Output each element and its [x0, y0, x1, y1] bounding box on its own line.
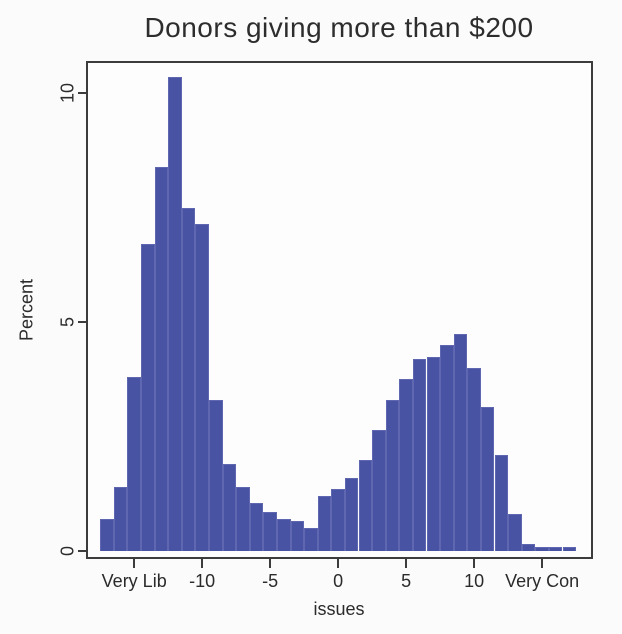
- histogram-bar-x-10: [195, 223, 209, 551]
- histogram-bar-x-8: [222, 464, 237, 552]
- histogram-bar-x-9: [209, 400, 223, 552]
- y-tick-10: [78, 92, 86, 95]
- histogram-bar-x-7: [236, 487, 250, 552]
- histogram-bar-x-17: [100, 519, 114, 551]
- x-tick-10: [473, 559, 476, 568]
- histogram-bar-x12: [494, 454, 509, 551]
- x-tick-5: [405, 559, 408, 568]
- histogram-bar-x2: [358, 459, 373, 552]
- histogram-bar-x13: [508, 514, 522, 551]
- histogram-bar-x-14: [141, 244, 155, 551]
- y-tick-label-10: 10: [57, 83, 78, 104]
- x-tick-label-very-con: Very Con: [505, 571, 580, 591]
- x-tick-very-lib: [133, 559, 136, 568]
- x-tick-label-10: 10: [464, 571, 485, 591]
- histogram-bar-x-2: [304, 528, 318, 552]
- histogram-bar-x6: [412, 358, 427, 552]
- histogram-bar-x5: [399, 379, 413, 552]
- histogram-bar-x-4: [277, 519, 291, 551]
- histogram-bar-x-12: [168, 77, 182, 552]
- x-tick-label-0: 0: [333, 571, 344, 591]
- x-tick-very-con: [541, 559, 544, 568]
- x-tick-label-5: -5: [262, 571, 279, 591]
- histogram-bar-x9: [453, 333, 468, 552]
- y-axis-title: Percent: [16, 278, 37, 342]
- histogram-bar-x-13: [154, 166, 169, 552]
- histogram-bar-x0: [331, 489, 345, 551]
- histogram-bar-x-15: [127, 377, 141, 552]
- histogram-bar-x-3: [290, 521, 305, 552]
- histogram-bar-x-16: [113, 487, 128, 552]
- histogram-bar-x1: [344, 477, 359, 552]
- chart-title: Donors giving more than $200: [144, 12, 534, 43]
- histogram-bar-x4: [385, 400, 400, 552]
- x-tick-10: [201, 559, 204, 568]
- histogram-bar-x11: [480, 406, 495, 551]
- x-tick-label-5: 5: [401, 571, 412, 591]
- y-tick-label-5: 5: [57, 317, 78, 328]
- histogram-bar-x10: [467, 367, 481, 551]
- x-tick-label-10: -10: [189, 571, 216, 591]
- x-tick-0: [337, 559, 340, 568]
- histogram-bar-x3: [372, 429, 386, 551]
- histogram-bar-x14: [521, 544, 536, 552]
- y-tick-label-0: 0: [57, 545, 78, 557]
- histogram-bar-x-11: [181, 207, 196, 552]
- plot-area: [78, 61, 593, 568]
- histogram-bar-x7: [426, 356, 441, 552]
- y-tick-0: [78, 550, 86, 552]
- histogram-bar-x16: [548, 546, 563, 552]
- x-tick-5: [269, 559, 272, 568]
- histogram-bar-x-5: [263, 512, 277, 551]
- x-axis-title: issues: [313, 599, 365, 619]
- histogram-bar-x-1: [317, 496, 332, 551]
- histogram-bar-x8: [440, 345, 454, 551]
- histogram-bar-x17: [562, 546, 577, 552]
- histogram-bar-x15: [535, 546, 549, 552]
- histogram-bar-x-6: [249, 503, 264, 552]
- x-tick-label-very-lib: Very Lib: [101, 571, 167, 591]
- y-tick-5: [78, 321, 86, 324]
